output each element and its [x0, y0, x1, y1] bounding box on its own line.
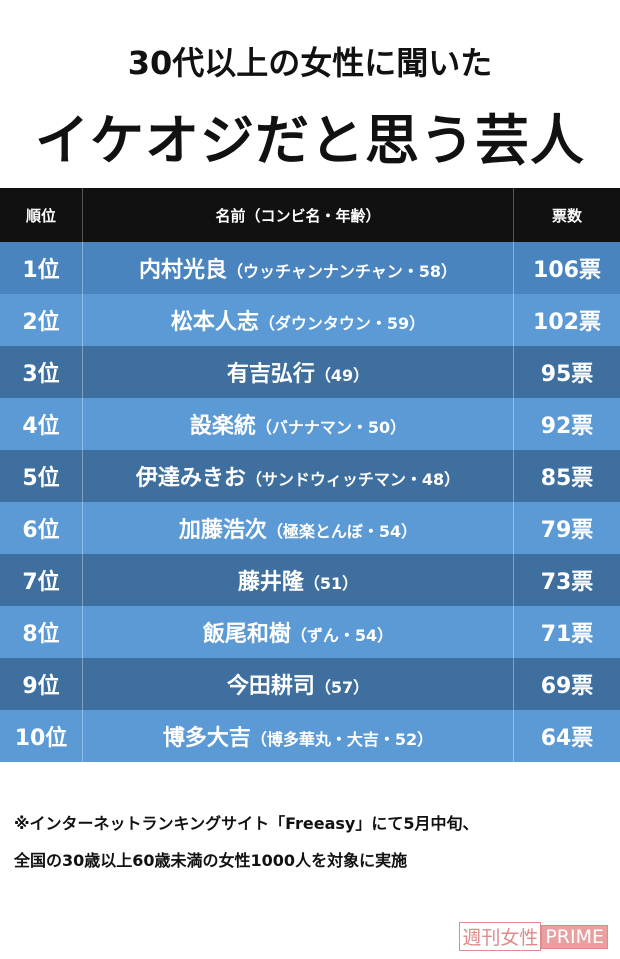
votes: 92票 [513, 398, 620, 450]
table-row: 4位 設楽統（バナナマン・50） 92票 [0, 398, 620, 450]
name-note: （サンドウィッチマン・48） [245, 470, 461, 489]
name: 内村光良 [139, 258, 228, 283]
table-row: 2位 松本人志（ダウンタウン・59） 102票 [0, 294, 620, 346]
rank: 4位 [22, 414, 60, 439]
footnote-line: ※インターネットランキングサイト「Freeasy」にて5月中旬、 [14, 814, 479, 833]
rank: 1位 [22, 258, 60, 283]
name-cell: 伊達みきお（サンドウィッチマン・48） [82, 450, 514, 502]
column-header: 名前（コンビ名・年齢） [82, 188, 514, 242]
name: 伊達みきお [135, 466, 246, 491]
name-note: （ダウンタウン・59） [258, 314, 426, 333]
table-row: 5位 伊達みきお（サンドウィッチマン・48） 85票 [0, 450, 620, 502]
table-row: 7位 藤井隆（51） 73票 [0, 554, 620, 606]
subtitle: 30代以上の女性に聞いた [127, 44, 493, 82]
votes: 102票 [513, 294, 620, 346]
name-cell: 設楽統（バナナマン・50） [82, 398, 514, 450]
name: 設楽統 [189, 414, 256, 439]
name-cell: 加藤浩次（極楽とんぼ・54） [82, 502, 514, 554]
table-row: 10位 博多大吉（博多華丸・大吉・52） 64票 [0, 710, 620, 762]
name: 飯尾和樹 [202, 622, 291, 647]
name: 加藤浩次 [178, 518, 267, 543]
votes: 79票 [513, 502, 620, 554]
rank: 9位 [22, 674, 60, 699]
name-cell: 今田耕司（57） [82, 658, 514, 710]
column-header: 順位 [0, 188, 83, 242]
rank: 6位 [22, 518, 60, 543]
name: 有吉弘行 [226, 362, 315, 387]
footnote: ※インターネットランキングサイト「Freeasy」にて5月中旬、 全国の30歳以上… [14, 805, 478, 879]
votes: 85票 [513, 450, 620, 502]
name-note: （57） [314, 678, 370, 697]
name-note: （博多華丸・大吉・52） [250, 730, 434, 749]
ranking-table: 順位 名前（コンビ名・年齢） 票数 1位 内村光良（ウッチャンナンチャン・58） 106… [0, 188, 620, 762]
name-note: （ずん・54） [290, 626, 394, 645]
rank: 5位 [22, 466, 60, 491]
name-cell: 松本人志（ダウンタウン・59） [82, 294, 514, 346]
votes: 71票 [513, 606, 620, 658]
name-cell: 内村光良（ウッチャンナンチャン・58） [82, 242, 514, 294]
footnote-line: 全国の30歳以上60歳未満の女性1000人を対象に実施 [14, 851, 408, 870]
title: イケオジだと思う芸人 [35, 109, 585, 172]
votes: 64票 [513, 710, 620, 762]
name-cell: 藤井隆（51） [82, 554, 514, 606]
watermark: 週刊女性 PRIME [459, 922, 608, 951]
rank: 2位 [22, 310, 60, 335]
name: 松本人志 [170, 310, 259, 335]
name-cell: 有吉弘行（49） [82, 346, 514, 398]
votes: 95票 [513, 346, 620, 398]
table-row: 3位 有吉弘行（49） 95票 [0, 346, 620, 398]
name: 博多大吉 [162, 726, 251, 751]
rank: 8位 [22, 622, 60, 647]
table-row: 6位 加藤浩次（極楽とんぼ・54） 79票 [0, 502, 620, 554]
column-header: 票数 [513, 188, 620, 242]
votes: 106票 [513, 242, 620, 294]
watermark-suffix: PRIME [541, 924, 608, 949]
name-cell: 飯尾和樹（ずん・54） [82, 606, 514, 658]
table-row: 8位 飯尾和樹（ずん・54） 71票 [0, 606, 620, 658]
name: 藤井隆 [237, 570, 304, 595]
votes: 73票 [513, 554, 620, 606]
name-note: （ウッチャンナンチャン・58） [227, 262, 457, 281]
rank: 10位 [14, 726, 68, 751]
watermark-brand: 週刊女性 [459, 922, 542, 951]
header-row: 順位 名前（コンビ名・年齢） 票数 [0, 188, 620, 242]
name-note: （バナナマン・50） [255, 418, 407, 437]
rank: 7位 [22, 570, 60, 595]
name-note: （極楽とんぼ・54） [266, 522, 418, 541]
name-note: （49） [314, 366, 370, 385]
votes: 69票 [513, 658, 620, 710]
table-row: 1位 内村光良（ウッチャンナンチャン・58） 106票 [0, 242, 620, 294]
name-cell: 博多大吉（博多華丸・大吉・52） [82, 710, 514, 762]
name-note: （51） [303, 574, 359, 593]
name: 今田耕司 [226, 674, 315, 699]
table-row: 9位 今田耕司（57） 69票 [0, 658, 620, 710]
rank: 3位 [22, 362, 60, 387]
